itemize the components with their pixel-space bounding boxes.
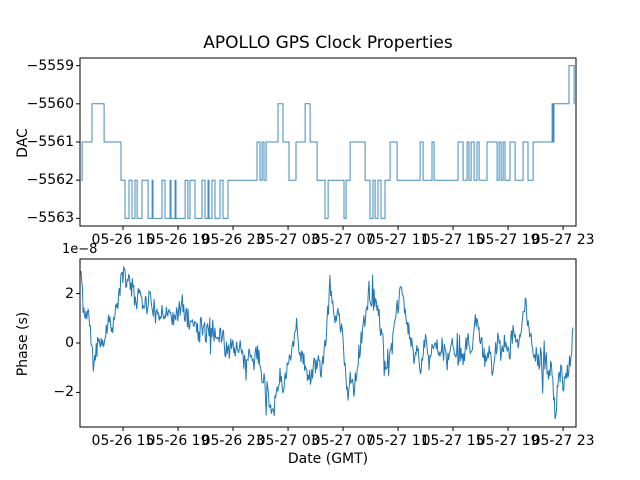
y-tick-label: 0 bbox=[65, 335, 74, 351]
figure-title: APOLLO GPS Clock Properties bbox=[203, 33, 453, 53]
x-tick-label: 05-26 15 bbox=[91, 433, 155, 449]
x-tick-label: 05-26 15 bbox=[91, 232, 155, 248]
y-tick-label: −5562 bbox=[26, 172, 74, 189]
x-tick-label: 05-27 07 bbox=[311, 232, 375, 248]
x-tick-label: 05-27 03 bbox=[256, 433, 320, 449]
x-tick-label: 05-26 19 bbox=[146, 433, 210, 449]
x-tick-label: 05-27 15 bbox=[421, 232, 485, 248]
x-tick-label: 05-27 23 bbox=[531, 232, 595, 248]
x-tick-label: 05-26 23 bbox=[201, 433, 265, 449]
dac-step-line bbox=[81, 65, 575, 219]
y-tick-label: 2 bbox=[65, 285, 74, 302]
phase-offset-text: 1e−8 bbox=[62, 242, 98, 257]
phase-noise-line bbox=[80, 265, 574, 420]
y-tick-label: −5560 bbox=[26, 95, 74, 112]
x-tick-label: 05-27 11 bbox=[366, 232, 430, 248]
y-tick-label: −5561 bbox=[26, 134, 74, 150]
x-tick-label: 05-27 19 bbox=[476, 433, 540, 449]
x-tick-label: 05-26 23 bbox=[201, 232, 265, 248]
y-tick-label: −5559 bbox=[26, 57, 74, 74]
x-tick-label: 05-26 19 bbox=[146, 232, 210, 248]
x-axis-label: Date (GMT) bbox=[287, 451, 369, 467]
y-tick-label: −2 bbox=[53, 384, 74, 401]
x-tick-label: 05-27 07 bbox=[311, 433, 375, 449]
x-tick-label: 05-27 23 bbox=[531, 433, 595, 449]
x-tick-label: 05-27 03 bbox=[256, 232, 320, 248]
y-tick-label: −5563 bbox=[26, 210, 74, 227]
x-tick-label: 05-27 19 bbox=[476, 232, 540, 248]
x-tick-label: 05-27 11 bbox=[366, 433, 430, 449]
x-tick-label: 05-27 15 bbox=[421, 433, 485, 449]
